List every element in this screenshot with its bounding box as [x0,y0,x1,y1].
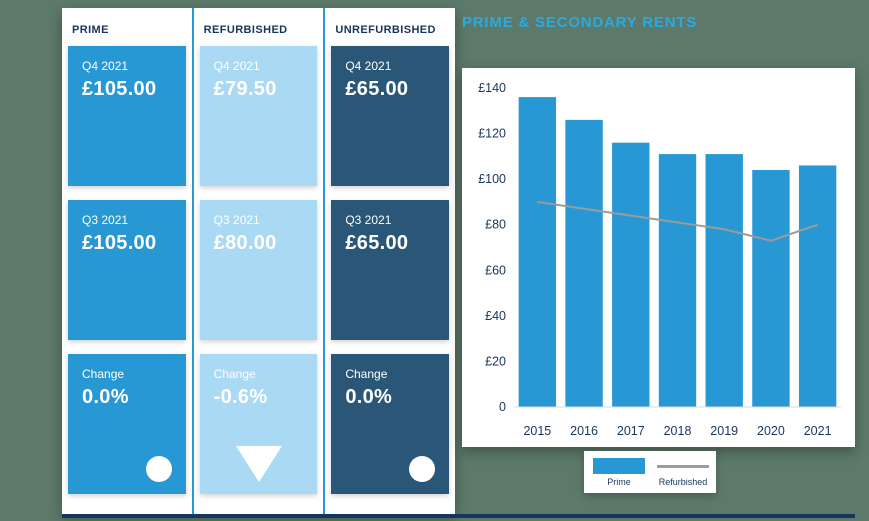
svg-text:2019: 2019 [710,424,738,438]
svg-text:2016: 2016 [570,424,598,438]
svg-text:£60: £60 [485,263,506,277]
svg-text:£120: £120 [478,127,506,141]
no-change-circle-icon [145,456,172,482]
rents-chart-card: 0 £20 £40 £60 £80 £100 £120 £140 2015 2016 2017 201… [462,68,855,447]
card-value: £80.00 [213,232,277,254]
card-refurbished-q4-2021: Q4 2021 £79.50 [199,46,318,186]
legend-label: Refurbished [658,477,708,487]
card-period-label: Q4 2021 [82,59,129,73]
card-refurbished-change: Change -0.6% [199,354,318,494]
svg-text:£40: £40 [485,309,506,323]
svg-text:£100: £100 [478,172,506,186]
card-value: £65.00 [345,232,409,254]
legend-item-prime: Prime [593,458,645,487]
column-unrefurbished: UNREFURBISHED Q4 2021 £65.00 Q3 2021 £65… [323,8,455,514]
svg-text:2018: 2018 [664,424,692,438]
chart-title: PRIME & SECONDARY RENTS [462,14,698,31]
card-value: -0.6% [213,386,268,408]
legend-item-refurbished: Refurbished [657,458,709,487]
card-value: £105.00 [82,232,157,254]
card-period-label: Q3 2021 [345,213,392,227]
rents-summary-panel: PRIME Q4 2021 £105.00 Q3 2021 £105.00 Ch… [62,8,455,514]
svg-text:£20: £20 [485,354,506,368]
svg-text:2015: 2015 [523,424,551,438]
column-prime: PRIME Q4 2021 £105.00 Q3 2021 £105.00 Ch… [62,8,192,514]
column-refurbished: REFURBISHED Q4 2021 £79.50 Q3 2021 £80.0… [191,8,324,514]
column-header-refurbished: REFURBISHED [203,24,288,36]
card-period-label: Change [213,367,256,381]
rents-bar-chart: 0 £20 £40 £60 £80 £100 £120 £140 2015 2016 2017 201… [478,81,841,438]
chart-legend: Prime Refurbished [584,451,716,493]
card-prime-q3-2021: Q3 2021 £105.00 [68,200,186,340]
refurbished-legend-line-icon [657,465,709,468]
card-value: 0.0% [345,386,393,408]
svg-text:£140: £140 [478,81,506,95]
svg-text:2017: 2017 [617,424,645,438]
card-value: £79.50 [213,78,277,100]
svg-text:2021: 2021 [804,424,832,438]
card-refurbished-q3-2021: Q3 2021 £80.00 [199,200,318,340]
svg-text:2020: 2020 [757,424,785,438]
bottom-divider [62,514,855,518]
card-period-label: Q4 2021 [345,59,392,73]
legend-label: Prime [607,477,631,487]
column-header-unrefurbished: UNREFURBISHED [335,24,436,36]
card-unrefurbished-change: Change 0.0% [331,354,450,494]
prime-legend-swatch-icon [593,458,645,474]
no-change-circle-icon [409,456,436,482]
card-prime-q4-2021: Q4 2021 £105.00 [68,46,186,186]
card-value: £105.00 [82,78,157,100]
card-value: 0.0% [82,386,129,408]
card-period-label: Q3 2021 [82,213,129,227]
card-value: £65.00 [345,78,409,100]
card-prime-change: Change 0.0% [68,354,186,494]
card-period-label: Change [82,367,125,381]
card-unrefurbished-q4-2021: Q4 2021 £65.00 [331,46,450,186]
svg-text:£80: £80 [485,218,506,232]
svg-text:0: 0 [499,400,506,414]
card-unrefurbished-q3-2021: Q3 2021 £65.00 [331,200,450,340]
decrease-triangle-icon [235,446,282,482]
card-period-label: Change [345,367,388,381]
card-period-label: Q3 2021 [213,213,260,227]
card-period-label: Q4 2021 [213,59,260,73]
column-header-prime: PRIME [72,24,109,36]
